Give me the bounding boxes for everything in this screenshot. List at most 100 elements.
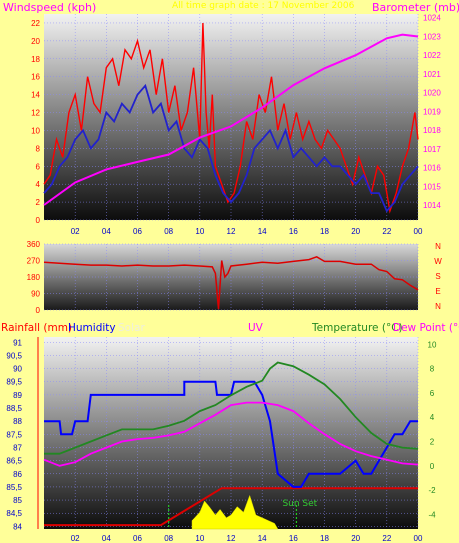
solar-label: Solar: [118, 322, 145, 334]
temperature-tick-label: 0: [430, 462, 435, 471]
humidity-tick-label: 84: [13, 522, 22, 531]
hour-tick-label: 08: [164, 534, 173, 543]
solar-series: [191, 494, 279, 530]
humidity-tick-label: 91: [13, 338, 22, 347]
wind-tick-label: 18: [31, 55, 40, 64]
hour-tick-label: 02: [71, 227, 80, 236]
temperature-tick-label: 8: [430, 365, 435, 374]
hour-tick-label: 16: [289, 534, 298, 543]
barometer-tick-label: 1015: [423, 182, 441, 191]
compass-letter: E: [435, 287, 440, 296]
barometer-tick-label: 1014: [423, 201, 441, 210]
barometer-tick-label: 1024: [423, 14, 441, 23]
humidity-tick-label: 90: [13, 365, 22, 374]
hour-tick-label: 06: [133, 227, 142, 236]
humidity-tick-label: 86,5: [6, 457, 22, 466]
compass-letter: S: [435, 272, 440, 281]
wind-tick-label: 10: [31, 126, 40, 135]
hour-tick-label: 18: [320, 227, 329, 236]
compass-letter: W: [434, 257, 442, 266]
wind-direction-series: [43, 255, 419, 310]
wind-direction-grid: [44, 243, 419, 311]
graph-date-title: All time graph date : 17 November 2006: [172, 1, 355, 11]
direction-tick-label: 0: [36, 306, 41, 315]
temperature-series: [44, 361, 419, 455]
hour-tick-label: 12: [227, 534, 236, 543]
humidity-tick-label: 85: [13, 496, 22, 505]
wind-tick-label: 22: [31, 19, 40, 28]
direction-tick-label: 90: [31, 290, 40, 299]
wind-tick-label: 14: [31, 91, 40, 100]
barometer-tick-label: 1023: [423, 32, 441, 41]
hour-tick-label: 18: [320, 534, 329, 543]
hour-tick-label: 20: [351, 227, 360, 236]
compass-letter: N: [435, 302, 441, 311]
hour-tick-label: 22: [382, 227, 391, 236]
uv-label: UV: [248, 322, 264, 334]
humidity-tick-label: 89,5: [6, 378, 22, 387]
humidity-tick-label: 90,5: [6, 351, 22, 360]
barometer-tick-label: 1019: [423, 107, 441, 116]
temperature-tick-label: 2: [430, 438, 435, 447]
hour-tick-label: 10: [195, 534, 204, 543]
wind-tick-label: 16: [31, 73, 40, 82]
barometer-axis-label: Barometer (mb): [372, 1, 459, 14]
wind-panel-grid: [44, 14, 419, 221]
temperature-ticks: -4 -2 0 2 4 6 8 10: [428, 340, 437, 519]
humidity-tick-label: 84,5: [6, 509, 22, 518]
humidity-tick-label: 89: [13, 391, 22, 400]
temperature-tick-label: 10: [428, 340, 437, 349]
sunset-annotation: Sun Set: [282, 499, 317, 509]
barometer-tick-label: 1022: [423, 51, 441, 60]
hour-tick-label: 14: [258, 227, 267, 236]
humidity-tick-label: 87,5: [6, 430, 22, 439]
compass-letter: N: [435, 242, 441, 251]
hour-tick-label: 22: [382, 534, 391, 543]
hour-tick-label: 04: [102, 534, 111, 543]
hour-tick-label: 08: [164, 227, 173, 236]
humidity-tick-label: 88: [13, 417, 22, 426]
wind-gust-series: [43, 22, 419, 214]
hour-tick-label: 02: [71, 534, 80, 543]
humidity-series: [44, 380, 418, 488]
wind-tick-label: 8: [36, 144, 41, 153]
hour-tick-label: 04: [102, 227, 111, 236]
hour-tick-label: 06: [133, 534, 142, 543]
temperature-tick-label: 4: [430, 413, 435, 422]
hour-tick-label: 14: [258, 534, 267, 543]
hour-tick-label: 00: [414, 534, 423, 543]
humidity-label: Humidity: [68, 322, 116, 334]
hour-tick-label: 12: [227, 227, 236, 236]
wind-tick-label: 6: [36, 162, 41, 171]
dew-point-series: [43, 401, 419, 467]
wind-direction-ticks: 360 270 180 90 0: [27, 240, 41, 315]
rain-total-series: [44, 487, 418, 527]
barometer-tick-label: 1017: [423, 145, 441, 154]
wind-tick-label: 20: [31, 37, 40, 46]
wind-panel-right-ticks: 1014 1015 1016 1017 1018 1019 1020 1021 1022 1023…: [423, 14, 441, 210]
hour-tick-label: 00: [414, 227, 423, 236]
direction-tick-label: 270: [27, 257, 41, 266]
wind-tick-label: 2: [36, 198, 41, 207]
temperature-tick-label: 6: [430, 389, 435, 398]
wind-tick-label: 4: [36, 180, 41, 189]
temperature-label: Temperature (°C): [311, 322, 403, 334]
hour-tick-label: 20: [351, 534, 360, 543]
humidity-tick-label: 88,5: [6, 404, 22, 413]
humidity-tick-label: 86: [13, 470, 22, 479]
hour-tick-label: 16: [289, 227, 298, 236]
windspeed-axis-label: Windspeed (kph): [3, 1, 96, 14]
wind-tick-label: 12: [31, 109, 40, 118]
direction-tick-label: 180: [27, 273, 41, 282]
barometer-tick-label: 1016: [423, 164, 441, 173]
temperature-tick-label: -2: [428, 486, 436, 495]
direction-tick-label: 360: [27, 240, 41, 249]
barometer-tick-label: 1020: [423, 89, 441, 98]
humidity-ticks: 84 84,5 85 85,5 86 86,5 87 87,5 88 88,5 89 89,5 90 90…: [6, 338, 22, 531]
dew-point-label: Dew Point (°C): [393, 322, 459, 334]
humidity-tick-label: 87: [13, 443, 22, 452]
hour-tick-label: 10: [195, 227, 204, 236]
wind-panel-left-ticks: 0 2 4 6 8 10 12 14 16 18 20 22: [31, 19, 40, 225]
wind-panel-x-ticks: 02 04 06 08 10 12 14 16 18 20 22 00: [71, 227, 423, 236]
